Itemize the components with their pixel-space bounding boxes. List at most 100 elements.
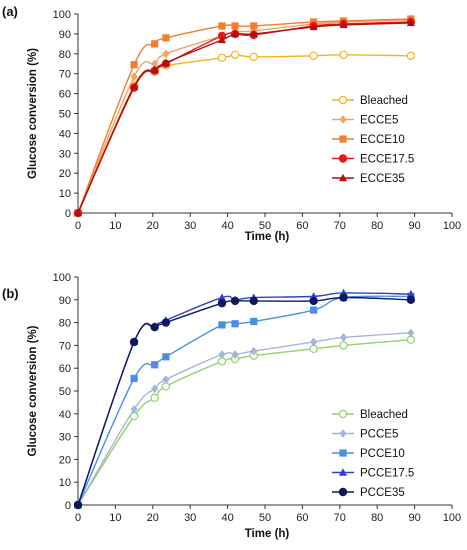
data-point (339, 50, 348, 59)
legend-entry-label: ECCE10 (360, 134, 405, 146)
data-point (230, 296, 240, 306)
x-tick-label: 30 (184, 220, 196, 232)
y-tick-label: 30 (59, 432, 71, 444)
data-point (161, 318, 171, 327)
y-tick-label: 0 (65, 500, 71, 512)
y-tick-label: 0 (65, 208, 71, 220)
data-point (151, 59, 159, 69)
legend-entry-label: PCCE17.5 (360, 468, 414, 480)
panel-label: (b) (2, 286, 19, 301)
y-tick-label: 50 (59, 386, 71, 398)
data-point (309, 22, 318, 31)
series-4-group (74, 18, 415, 217)
y-tick-label: 70 (59, 340, 71, 352)
data-point (230, 50, 240, 59)
data-point (150, 65, 159, 73)
data-point (249, 296, 258, 306)
y-tick-label: 10 (59, 477, 71, 489)
y-tick-label: 60 (59, 89, 71, 101)
y-tick-label: 20 (59, 454, 71, 466)
legend-swatch-marker (338, 409, 348, 419)
panel-a-chart: (a) 0 10 20 30 40 50 60 70 80 90 100 0 10 20 30 40 50 60 70… (2, 4, 461, 243)
data-point (218, 350, 226, 359)
x-tick-label: 70 (334, 220, 346, 232)
data-point (406, 295, 416, 304)
x-tick-label: 60 (296, 512, 308, 524)
data-point (217, 35, 226, 44)
legend-swatch-marker (338, 95, 348, 105)
y-tick-label: 60 (59, 363, 71, 375)
y-tick-label: 100 (53, 272, 71, 284)
data-point (250, 346, 258, 356)
panel-b-chart: (b) 0 10 20 30 40 50 60 70 80 90 100 0 10 20 30 40 50 60 70… (2, 272, 461, 540)
data-point (407, 328, 415, 338)
x-tick-label: 40 (221, 220, 233, 232)
series-line (77, 332, 411, 506)
data-point (249, 52, 258, 61)
y-tick-label: 30 (59, 148, 71, 160)
data-point (406, 51, 416, 60)
series-line (77, 22, 411, 214)
legend-swatch-marker (339, 429, 347, 438)
x-axis-label: Time (h) (245, 231, 290, 243)
x-tick-label: 100 (443, 512, 461, 524)
y-tick-label: 100 (53, 9, 71, 21)
x-tick-label: 70 (334, 512, 346, 524)
data-point (162, 34, 170, 42)
legend-swatch-marker (338, 487, 348, 497)
legend: Bleached PCCE5 PCCE10 PCCE17.5 PCCE35 (332, 409, 414, 499)
legend-entry-label: PCCE5 (360, 429, 398, 441)
data-point (218, 22, 226, 30)
legend-entry-label: PCCE35 (360, 487, 405, 499)
legend: Bleached ECCE5 ECCE10 ECCE17.5 ECCE35 (332, 95, 414, 185)
data-point (309, 51, 318, 60)
data-point (130, 82, 139, 90)
x-tick-label: 50 (259, 512, 271, 524)
data-point (339, 341, 348, 350)
data-point (231, 29, 240, 38)
data-point (310, 306, 318, 314)
y-tick-label: 40 (59, 409, 71, 421)
data-point (130, 72, 138, 82)
x-tick-label: 80 (371, 220, 383, 232)
legend-entry-label: ECCE17.5 (360, 154, 414, 166)
data-point (339, 20, 348, 29)
x-tick-label: 90 (408, 512, 420, 524)
legend-entry-label: Bleached (360, 409, 408, 421)
series-line (77, 295, 411, 506)
data-point (249, 29, 258, 38)
data-point (162, 49, 170, 59)
y-tick-label: 10 (59, 188, 71, 200)
data-point (217, 53, 227, 62)
legend-entry-label: PCCE10 (360, 448, 405, 460)
y-tick-label: 70 (59, 69, 71, 81)
legend-swatch-marker (339, 135, 347, 143)
x-tick-label: 80 (371, 512, 383, 524)
data-point (150, 393, 159, 403)
x-tick-label: 10 (109, 512, 121, 524)
x-tick-label: 0 (75, 220, 81, 232)
data-point (74, 208, 82, 217)
data-point (129, 337, 139, 347)
series-1-group (74, 328, 415, 510)
legend-entry-label: ECCE35 (360, 173, 405, 185)
legend-swatch-marker (339, 449, 347, 457)
data-point (162, 375, 170, 384)
x-tick-label: 50 (259, 220, 271, 232)
y-tick-label: 90 (59, 295, 71, 307)
x-axis-label: Time (h) (245, 528, 290, 540)
panel-label: (a) (2, 4, 18, 19)
data-point (250, 317, 258, 326)
x-tick-label: 30 (184, 512, 196, 524)
legend-swatch-marker (339, 115, 347, 124)
x-tick-label: 10 (109, 220, 121, 232)
y-tick-label: 80 (59, 318, 71, 330)
data-point (130, 374, 138, 383)
data-point (231, 350, 239, 359)
data-point (217, 293, 226, 301)
x-tick-label: 60 (296, 220, 308, 232)
data-point (406, 18, 415, 27)
x-tick-label: 40 (221, 512, 233, 524)
legend-entry-label: ECCE5 (360, 115, 398, 127)
data-point (130, 404, 138, 414)
